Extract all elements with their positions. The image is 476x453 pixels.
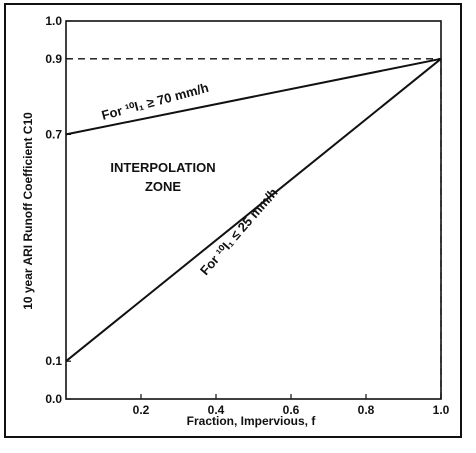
figure-frame	[4, 3, 462, 438]
y-axis-ticks: 0.0 0.1 0.7 0.9 1.0	[45, 14, 71, 406]
y-tick-label: 1.0	[45, 14, 62, 28]
y-tick-label: 0.9	[45, 52, 62, 66]
series-group	[65, 57, 442, 399]
x-tick-label: 0.2	[133, 403, 150, 417]
series-line-upper	[65, 57, 442, 136]
y-axis-label: 10 year ARI Runoff Coefficient C10	[21, 112, 35, 310]
x-axis-ticks: 0.2 0.4 0.6 0.8 1.0	[133, 394, 450, 417]
y-tick-label: 0.1	[45, 354, 62, 368]
plot-border	[65, 20, 442, 400]
x-tick-label: 0.6	[283, 403, 300, 417]
x-tick-label: 0.8	[358, 403, 375, 417]
y-tick-label: 0.7	[45, 127, 62, 141]
y-tick-label: 0.0	[45, 392, 62, 406]
annotation-zone: ZONE	[145, 179, 181, 194]
series-line-lower	[65, 58, 442, 362]
x-tick-label: 1.0	[433, 403, 450, 417]
annotation-interpolation: INTERPOLATION	[110, 160, 215, 175]
annotation-lower-series: For ¹⁰I₁ ≤ 25 mm/h	[197, 185, 281, 278]
x-tick-label: 0.4	[208, 403, 225, 417]
plot-area	[65, 20, 442, 400]
x-axis-label: Fraction, Impervious, f	[187, 414, 317, 428]
